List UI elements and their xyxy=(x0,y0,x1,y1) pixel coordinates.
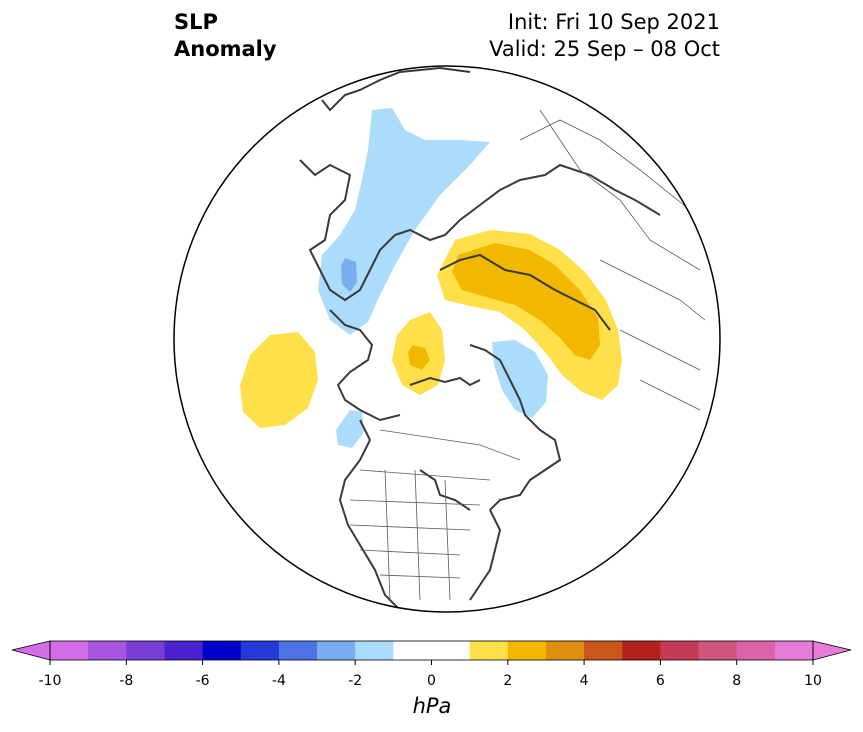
colorbar-segment xyxy=(545,641,585,660)
colorbar-segment xyxy=(126,641,165,660)
colorbar-segment xyxy=(507,641,547,660)
neg-anomaly-hudson xyxy=(492,340,548,418)
neg-anomaly-alaska xyxy=(336,410,364,448)
colorbar-extend-right xyxy=(812,640,852,661)
coastlines xyxy=(299,66,661,611)
colorbar-segment xyxy=(660,641,700,660)
colorbar-segment xyxy=(164,641,204,660)
colorbar-segment xyxy=(736,641,776,660)
colorbar-tick-label: 8 xyxy=(732,673,742,689)
title-anomaly: Anomaly xyxy=(174,37,277,61)
colorbar-tick-label: 4 xyxy=(579,673,589,689)
colorbar-tick-label: -4 xyxy=(271,673,286,689)
colorbar-segment xyxy=(469,641,509,660)
colorbar-tick-label: 10 xyxy=(804,673,822,689)
valid-range: Valid: 25 Sep – 08 Oct xyxy=(489,37,720,61)
colorbar-segment xyxy=(431,641,471,660)
neg-anomaly-atlantic xyxy=(318,108,490,335)
colorbar-segments xyxy=(50,641,814,660)
colorbar-segment xyxy=(355,641,394,660)
colorbar-segment xyxy=(202,641,242,660)
title-right: Init: Fri 10 Sep 2021 Valid: 25 Sep – 08… xyxy=(489,9,720,63)
title-left: SLP Anomaly xyxy=(174,9,277,63)
colorbar-segment xyxy=(278,641,318,660)
colorbar-tick-label: -10 xyxy=(38,673,62,689)
colorbar-units: hPa xyxy=(412,694,452,718)
pos-anomaly-siberia-core xyxy=(452,243,600,360)
colorbar-tick-label: -8 xyxy=(119,673,134,689)
colorbar-segment xyxy=(317,641,356,660)
colorbar-segment xyxy=(50,641,89,660)
pos-anomaly-pacific xyxy=(240,332,318,428)
polar-map xyxy=(173,65,721,613)
map-boundary xyxy=(173,65,721,613)
colorbar-tick-label: 2 xyxy=(503,673,513,689)
init-date: Init: Fri 10 Sep 2021 xyxy=(507,10,720,34)
neg-anomaly-core xyxy=(341,258,357,292)
borders xyxy=(349,109,706,601)
colorbar-segment xyxy=(88,641,127,660)
colorbar-extend-left xyxy=(11,640,51,661)
colorbar-segment xyxy=(698,641,738,660)
colorbar-ticks xyxy=(49,660,814,665)
map-disc xyxy=(174,66,720,612)
colorbar-tick-label: -2 xyxy=(348,673,363,689)
colorbar-tick-label: 6 xyxy=(655,673,665,689)
colorbar-segment xyxy=(584,641,623,660)
colorbar-segment xyxy=(393,641,432,660)
colorbar-segment xyxy=(240,641,280,660)
colorbar-tick-label: -6 xyxy=(195,673,210,689)
colorbar-segment xyxy=(774,641,814,660)
colorbar-tick-label: 0 xyxy=(427,673,436,689)
pos-anomaly-arctic-core xyxy=(408,345,430,370)
colorbar xyxy=(11,640,852,665)
title-slp: SLP xyxy=(174,10,218,34)
colorbar-segment xyxy=(622,641,661,660)
